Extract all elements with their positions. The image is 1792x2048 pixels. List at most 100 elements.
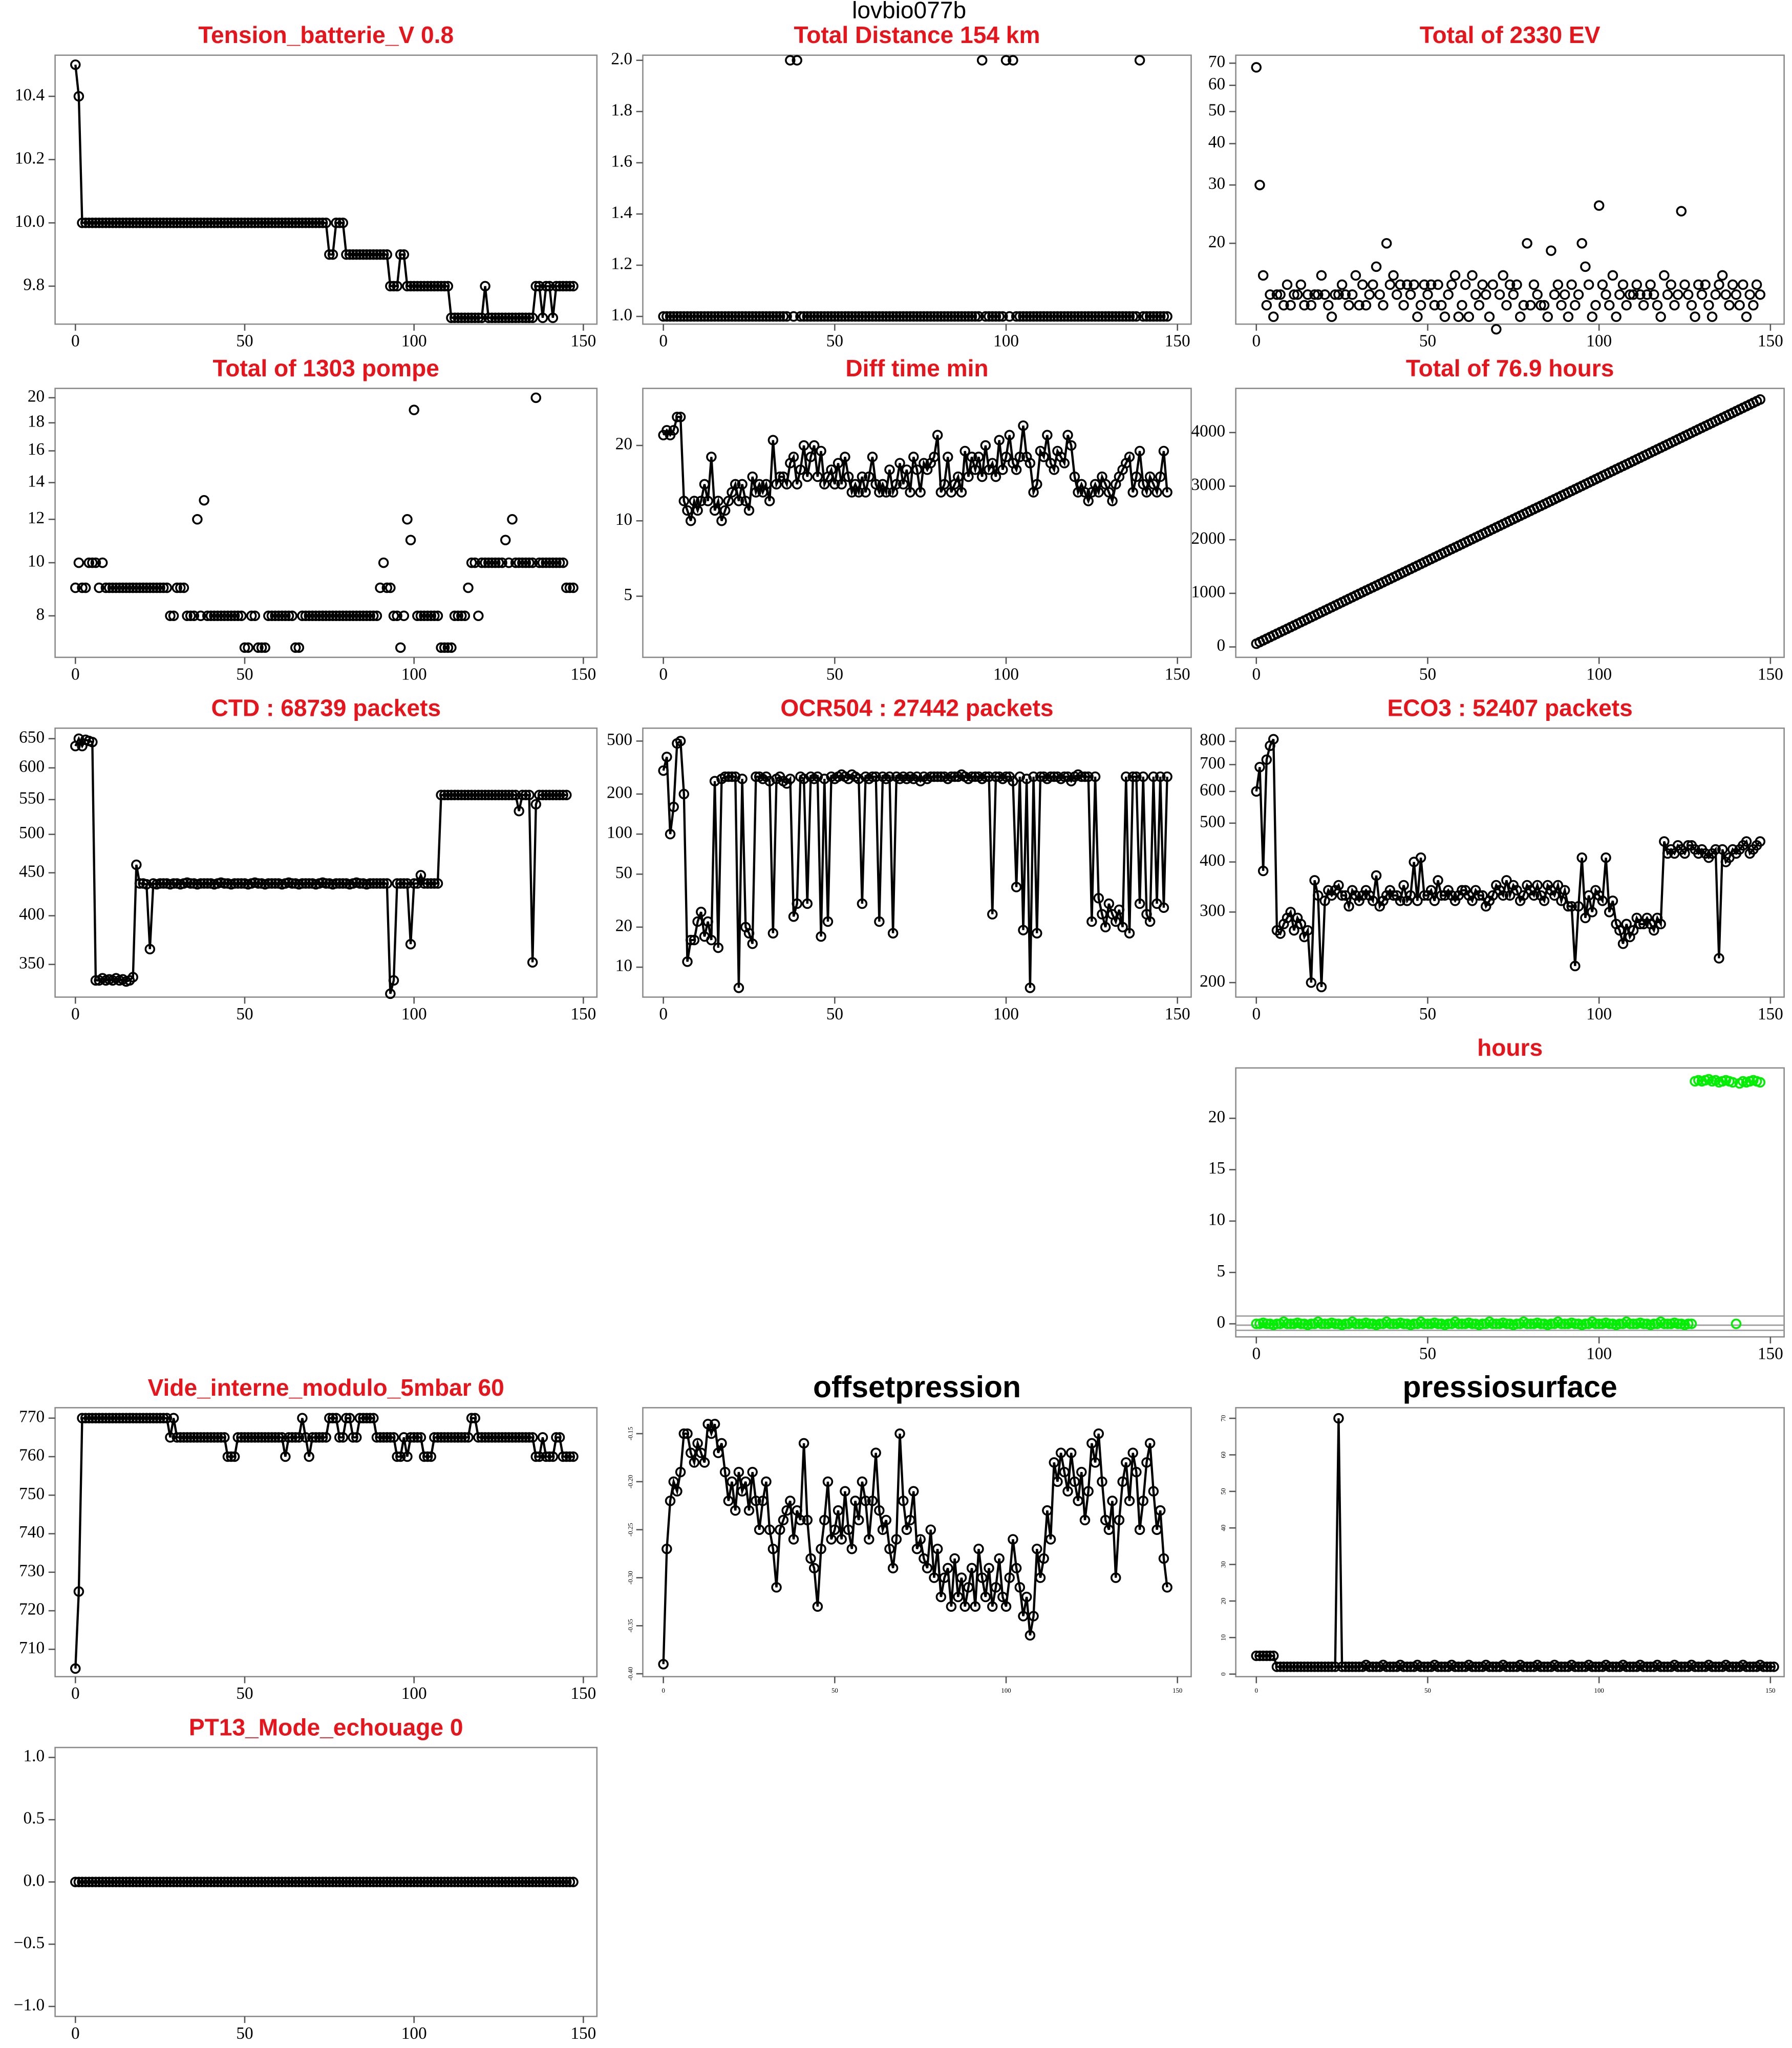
data-point [192, 1432, 203, 1443]
y-tick-label: 40 [1220, 1525, 1227, 1531]
data-point [1614, 1318, 1625, 1329]
data-point [371, 1432, 382, 1443]
data-point [490, 557, 501, 568]
data-point [1004, 430, 1015, 441]
data-point [757, 1496, 769, 1506]
x-tick-label: 0 [71, 2024, 80, 2043]
data-point [530, 799, 542, 810]
data-point [144, 218, 156, 228]
panel-title: Diff time min [845, 355, 988, 381]
data-point [1032, 311, 1042, 322]
data-point [942, 452, 953, 462]
data-point [1741, 1661, 1752, 1672]
data-point [973, 452, 984, 462]
data-point [696, 906, 707, 918]
data-point [351, 249, 362, 260]
data-point [297, 1413, 308, 1424]
data-point [131, 1876, 142, 1887]
data-point [337, 878, 349, 889]
data-point [121, 1413, 132, 1424]
x-tick-label: 150 [1165, 332, 1190, 351]
y-tick-label: 60 [1208, 74, 1225, 93]
data-point [743, 928, 755, 938]
data-point [833, 458, 844, 468]
data-point [138, 582, 148, 593]
data-point [1504, 279, 1516, 290]
data-point [767, 435, 779, 445]
data-point [1625, 1318, 1635, 1329]
data-point [402, 878, 413, 889]
data-point [236, 1876, 247, 1887]
data-point [273, 1432, 284, 1443]
data-point [554, 1876, 565, 1887]
data-point [317, 610, 328, 622]
data-point [1052, 1476, 1063, 1487]
y-tick-label: 20 [1208, 1107, 1225, 1126]
data-point [243, 642, 253, 653]
data-point [561, 1451, 572, 1462]
data-point [1405, 890, 1416, 901]
data-point [853, 487, 864, 498]
data-point [256, 1432, 267, 1443]
data-point [1682, 1318, 1694, 1329]
data-point [1350, 1318, 1361, 1329]
data-point [463, 1876, 474, 1887]
data-point [1268, 311, 1279, 322]
data-point [517, 312, 528, 323]
y-tick-label: 100 [607, 823, 632, 842]
data-point [1717, 270, 1728, 281]
data-point [685, 1447, 696, 1458]
data-point [1025, 1630, 1036, 1641]
data-point [709, 505, 720, 516]
data-point [778, 311, 789, 322]
data-point [134, 582, 145, 593]
data-point [558, 281, 568, 292]
data-point [1696, 289, 1708, 300]
data-point [1021, 311, 1032, 322]
y-tick-label: 10 [28, 552, 45, 571]
data-point [1368, 895, 1378, 906]
data-point [1127, 1447, 1138, 1458]
data-point [1378, 300, 1389, 311]
data-point [1570, 300, 1581, 311]
data-point [1343, 901, 1354, 912]
data-point [826, 311, 837, 322]
data-point [232, 878, 244, 889]
data-point [527, 1876, 538, 1887]
data-point [891, 479, 902, 490]
data-point [134, 878, 145, 889]
data-point [486, 557, 498, 568]
data-point [331, 878, 342, 889]
data-point [1131, 1466, 1142, 1478]
data-point [1340, 1318, 1351, 1329]
data-point [743, 1505, 755, 1516]
data-point [911, 311, 923, 322]
data-point [429, 878, 440, 889]
data-point [100, 1413, 112, 1424]
x-tick-label: 100 [401, 1005, 427, 1023]
y-tick-label: 16 [28, 440, 45, 459]
x-tick-label: 50 [1419, 1345, 1436, 1363]
data-point [1049, 311, 1059, 322]
y-tick-label: 0 [1220, 1673, 1227, 1676]
y-tick-label: 5 [624, 585, 632, 604]
data-point [514, 312, 524, 323]
data-point [449, 610, 460, 622]
data-point [980, 311, 991, 322]
data-point [935, 1591, 947, 1603]
data-point [500, 535, 511, 546]
data-point [1398, 880, 1409, 891]
data-point [358, 1413, 369, 1424]
data-point [1289, 925, 1299, 936]
data-point [273, 218, 284, 228]
data-point [168, 218, 179, 228]
data-point [1134, 1524, 1145, 1535]
data-point [1405, 289, 1416, 300]
data-point [1460, 279, 1471, 290]
data-point [668, 801, 679, 813]
data-point [158, 878, 169, 889]
y-tick-label: -0.20 [627, 1475, 634, 1489]
data-point [554, 557, 565, 568]
data-point [388, 281, 399, 292]
data-point [192, 218, 203, 228]
